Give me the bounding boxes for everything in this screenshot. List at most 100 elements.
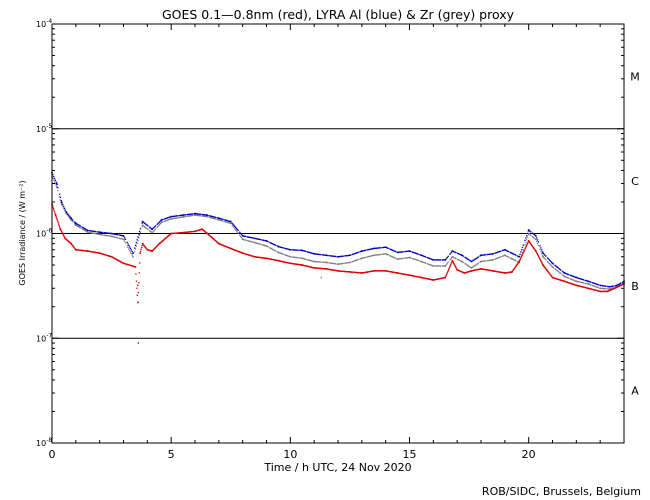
data-point	[355, 252, 357, 254]
data-point	[329, 262, 331, 264]
data-point	[189, 215, 192, 217]
data-point	[210, 215, 213, 217]
data-point	[284, 254, 287, 256]
data-point	[529, 243, 532, 245]
data-point	[141, 226, 143, 228]
data-point	[427, 263, 429, 265]
data-point	[211, 217, 213, 219]
data-point	[548, 259, 550, 261]
data-point	[164, 217, 167, 220]
flare-class-label: M	[630, 70, 640, 83]
data-point	[56, 219, 58, 221]
data-point	[309, 251, 311, 254]
data-vertex	[265, 257, 268, 260]
data-point	[128, 246, 131, 248]
data-point	[57, 220, 59, 223]
data-point	[71, 220, 73, 222]
data-point	[427, 257, 429, 259]
data-point	[391, 256, 394, 258]
data-point	[184, 216, 186, 218]
data-point	[177, 215, 179, 217]
data-point	[529, 230, 531, 232]
data-point	[383, 246, 385, 249]
data-point	[574, 276, 576, 278]
data-point	[100, 231, 102, 234]
data-point	[582, 279, 585, 281]
data-point	[483, 260, 485, 262]
data-point	[511, 258, 514, 260]
data-point	[449, 253, 451, 255]
data-vertex	[60, 203, 63, 206]
data-point	[551, 261, 553, 264]
data-point	[61, 231, 63, 234]
data-point	[234, 226, 237, 228]
data-point	[53, 175, 55, 178]
data-point	[619, 282, 621, 285]
data-point	[190, 215, 193, 217]
data-point	[135, 245, 137, 247]
data-point	[345, 255, 348, 257]
data-point	[167, 219, 169, 221]
data-point	[181, 214, 183, 216]
data-point	[106, 232, 108, 234]
data-point	[53, 209, 55, 211]
data-point	[96, 233, 98, 235]
data-point	[496, 251, 498, 254]
data-point	[133, 247, 136, 249]
data-vertex	[289, 255, 292, 258]
data-point	[551, 265, 553, 267]
data-point	[462, 255, 464, 257]
data-point	[515, 265, 517, 267]
data-vertex	[253, 255, 256, 258]
data-point	[454, 265, 456, 267]
data-point	[148, 230, 151, 232]
data-point	[490, 259, 492, 261]
data-point	[445, 275, 447, 278]
data-point	[400, 257, 403, 260]
outlier-point	[137, 284, 139, 287]
data-vertex	[535, 250, 537, 252]
data-point	[531, 245, 534, 248]
data-point	[261, 239, 263, 241]
data-vertex	[372, 270, 375, 272]
data-vertex	[599, 287, 601, 290]
data-point	[516, 264, 518, 266]
data-point	[543, 253, 545, 256]
data-point	[67, 215, 69, 217]
data-point	[186, 213, 188, 216]
data-point	[157, 222, 159, 225]
data-point	[531, 232, 534, 234]
data-point	[621, 282, 624, 285]
data-point	[237, 229, 239, 231]
data-vertex	[122, 262, 125, 265]
data-point	[113, 236, 115, 238]
data-point	[224, 220, 226, 223]
data-point	[566, 273, 568, 275]
data-vertex	[372, 254, 375, 257]
data-point	[603, 287, 605, 290]
data-point	[60, 199, 62, 202]
data-point	[399, 251, 401, 253]
data-point	[546, 260, 549, 263]
data-vertex	[535, 238, 537, 241]
data-point	[219, 217, 221, 220]
data-point	[505, 249, 507, 251]
data-point	[400, 258, 402, 260]
data-point	[536, 242, 539, 245]
data-vertex	[289, 262, 292, 265]
data-point	[437, 265, 439, 267]
data-point	[522, 251, 525, 253]
data-point	[519, 253, 521, 256]
data-point	[346, 254, 348, 257]
data-point	[270, 248, 273, 250]
data-point	[431, 258, 434, 261]
data-vertex	[158, 242, 161, 245]
data-point	[479, 255, 481, 257]
data-point	[159, 221, 161, 223]
data-point	[221, 218, 223, 220]
data-point	[239, 231, 241, 233]
data-point	[169, 216, 171, 218]
data-point	[610, 288, 612, 290]
data-vertex	[241, 238, 244, 241]
